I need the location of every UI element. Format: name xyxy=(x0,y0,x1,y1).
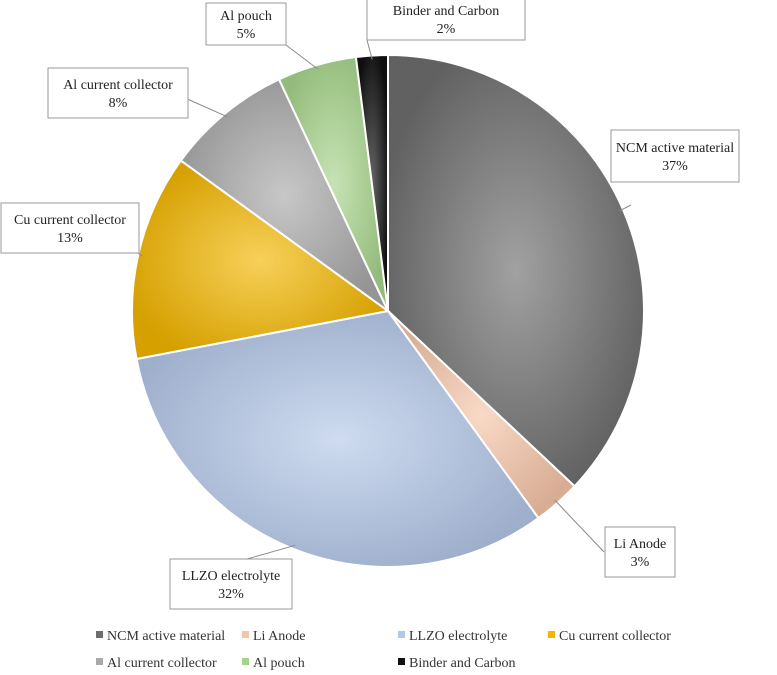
data-label-value: 2% xyxy=(437,22,456,37)
leader-al-current-collector xyxy=(184,97,228,118)
legend-item-al-pouch: Al pouch xyxy=(242,656,305,671)
leader-binder-and-carbon xyxy=(366,39,373,60)
data-label-value: 13% xyxy=(57,231,83,246)
legend-swatch xyxy=(96,631,103,638)
legend-label: Li Anode xyxy=(253,629,306,644)
legend-item-al-current-collector: Al current collector xyxy=(96,656,217,671)
slice-cu-current-collector xyxy=(131,159,391,361)
data-labels: NCM active material 37% Li Anode 3% LLZO ele… xyxy=(0,0,740,610)
legend-swatch xyxy=(96,658,103,665)
slice-al-current-collector xyxy=(179,78,389,312)
callout-cu-current-collector: Cu current collector 13% xyxy=(0,202,140,254)
data-label-value: 32% xyxy=(218,587,244,602)
data-label-category: Cu current collector xyxy=(14,213,126,228)
leader-llzo-electrolyte xyxy=(239,544,296,562)
callout-al-current-collector: Al current collector 8% xyxy=(47,67,189,119)
legend-label: Binder and Carbon xyxy=(409,656,516,671)
slice-binder-and-carbon xyxy=(354,53,389,312)
callout-llzo-electrolyte: LLZO electrolyte 32% xyxy=(169,558,293,610)
data-label-value: 3% xyxy=(631,555,650,570)
leader-lines xyxy=(137,39,632,562)
leader-li-anode xyxy=(554,499,605,553)
leader-ncm-active-material xyxy=(619,204,632,212)
legend-label: Al pouch xyxy=(253,656,305,671)
legend-item-cu-current-collector: Cu current collector xyxy=(548,629,671,644)
data-label-category: LLZO electrolyte xyxy=(182,569,280,584)
data-label-category: NCM active material xyxy=(616,141,734,156)
data-label-category: Binder and Carbon xyxy=(393,4,500,19)
data-label-value: 8% xyxy=(109,96,128,111)
data-label-category: Al pouch xyxy=(220,9,272,24)
legend-swatch xyxy=(398,658,405,665)
legend-swatch xyxy=(398,631,405,638)
callout-ncm-active-material: NCM active material 37% xyxy=(610,129,740,183)
data-label-value: 37% xyxy=(662,159,688,174)
legend-label: NCM active material xyxy=(107,629,225,644)
legend-item-binder-and-carbon: Binder and Carbon xyxy=(398,656,516,671)
legend-item-llzo-electrolyte: LLZO electrolyte xyxy=(398,629,507,644)
legend-swatch xyxy=(242,658,249,665)
leader-al-pouch xyxy=(285,44,319,70)
legend-label: Al current collector xyxy=(107,656,217,671)
data-label-category: Al current collector xyxy=(63,78,173,93)
legend-item-ncm-active-material: NCM active material xyxy=(96,629,225,644)
callout-al-pouch: Al pouch 5% xyxy=(205,2,287,46)
data-label-value: 5% xyxy=(237,27,256,42)
data-label-category: Li Anode xyxy=(614,537,667,552)
legend-label: LLZO electrolyte xyxy=(409,629,507,644)
legend-item-li-anode: Li Anode xyxy=(242,629,306,644)
pie-slices xyxy=(131,53,645,568)
legend-swatch xyxy=(242,631,249,638)
legend-label: Cu current collector xyxy=(559,629,671,644)
legend-swatch xyxy=(548,631,555,638)
callout-li-anode: Li Anode 3% xyxy=(604,526,676,578)
slice-llzo-electrolyte xyxy=(135,309,540,568)
legend: NCM active material Li Anode LLZO electrol… xyxy=(96,629,671,671)
callout-binder-and-carbon: Binder and Carbon 2% xyxy=(366,0,526,41)
